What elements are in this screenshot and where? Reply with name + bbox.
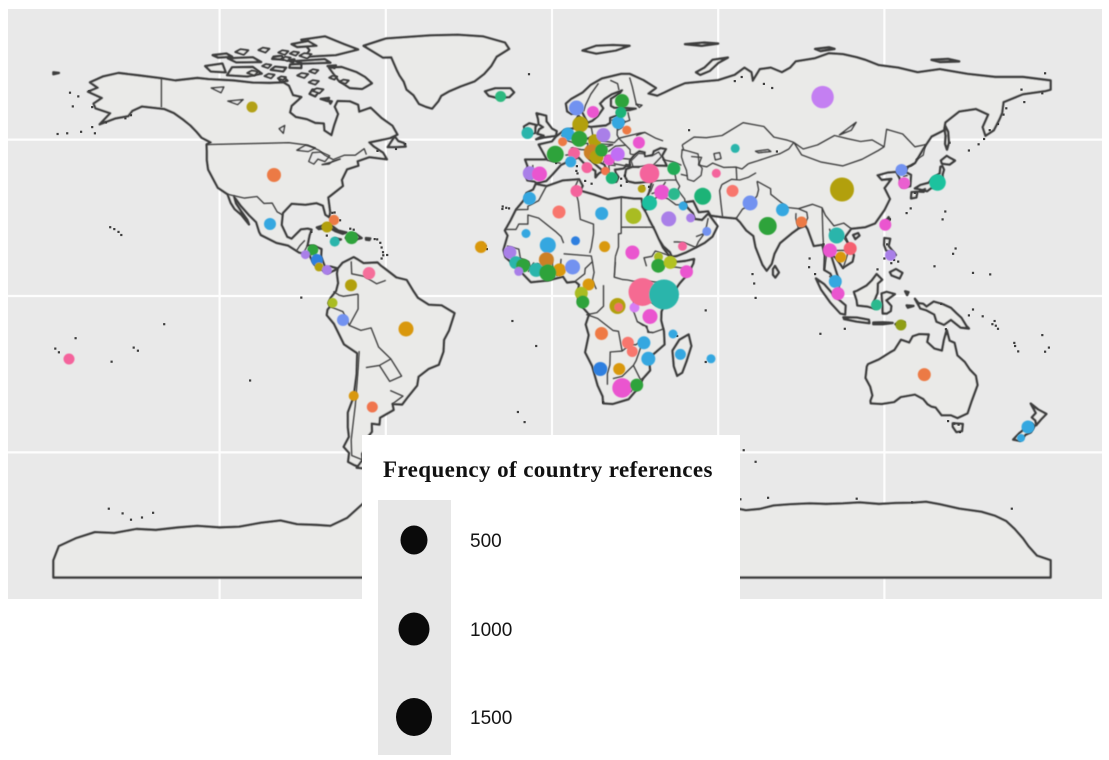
svg-text:Frequency of country reference: Frequency of country references [383,457,713,482]
svg-text:1500: 1500 [470,708,512,729]
svg-text:1000: 1000 [470,620,512,641]
svg-text:500: 500 [470,531,502,552]
